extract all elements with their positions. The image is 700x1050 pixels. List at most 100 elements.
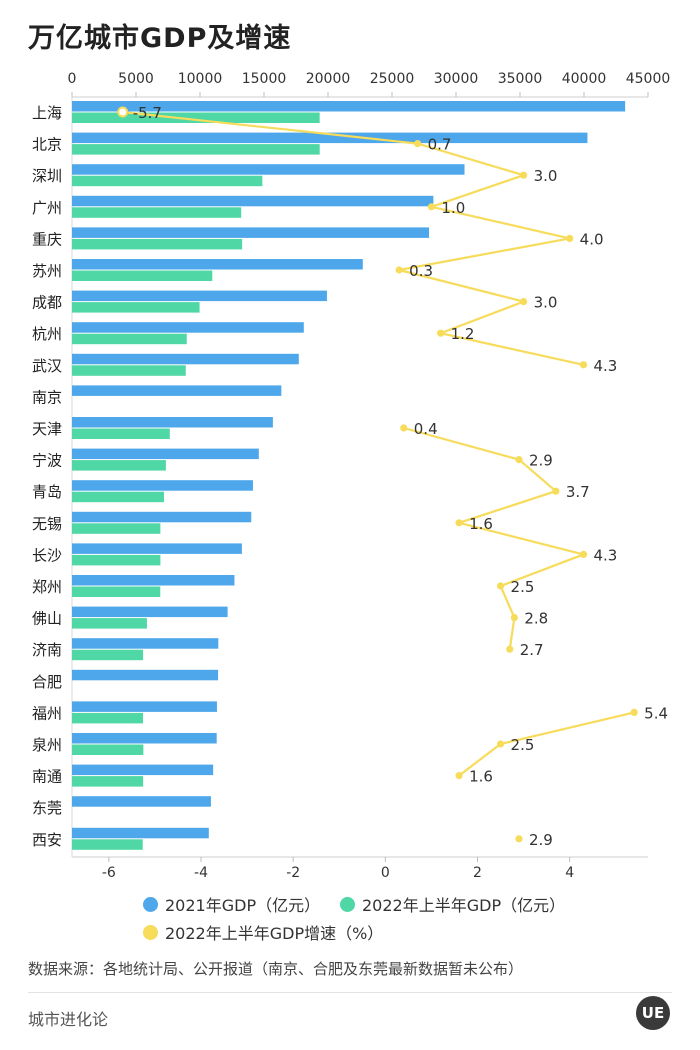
top-axis-tick-label: 35000: [498, 71, 543, 87]
growth-point: [496, 740, 505, 748]
chart-plot: 0 5000 10000 15000 20000 25000 30000 35000 40000…: [32, 71, 670, 881]
bar-2022h1-gdp: [72, 523, 161, 534]
growth-data-label: 1.6: [469, 768, 493, 786]
bar-2021-gdp: [72, 195, 434, 207]
legend-item-growth[interactable]: 2022年上半年GDP增速（%）: [143, 920, 383, 944]
growth-point: [117, 106, 129, 118]
category-label: 济南: [32, 641, 62, 659]
legend-item-2022h1-gdp[interactable]: 2022年上半年GDP（亿元）: [340, 892, 565, 916]
growth-point: [510, 614, 518, 622]
bar-2022h1-gdp: [72, 175, 263, 187]
bar-2021-gdp: [72, 827, 209, 839]
growth-data-label: 5.4: [644, 704, 668, 722]
category-label: 西安: [32, 831, 62, 849]
bar-2022h1-gdp: [72, 744, 144, 755]
bar-2022h1-gdp: [72, 491, 164, 503]
growth-data-label: 1.6: [469, 515, 493, 533]
growth-data-label: 0.7: [428, 136, 452, 154]
bar-2022h1-gdp: [72, 238, 243, 250]
growth-point: [455, 519, 463, 527]
bottom-axis-tick-label: 4: [565, 865, 574, 881]
category-label: 南京: [32, 388, 62, 406]
bottom-axis-tick-label: -6: [102, 865, 116, 881]
category-label: 南通: [32, 768, 62, 786]
growth-line-segment: [458, 711, 635, 777]
growth-point: [579, 550, 588, 559]
bar-2021-gdp: [72, 353, 299, 365]
bar-2022h1-gdp: [72, 333, 187, 345]
bar-2021-gdp: [72, 511, 252, 523]
bar-2022h1-gdp: [72, 618, 147, 629]
legend-swatch-2021-gdp: [143, 896, 158, 912]
growth-point: [519, 298, 528, 306]
category-label: 青岛: [32, 483, 62, 501]
category-label: 天津: [32, 420, 62, 438]
growth-point: [515, 456, 523, 464]
bar-2021-gdp: [72, 543, 242, 554]
legend-item-2021-gdp[interactable]: 2021年GDP（亿元）: [143, 892, 320, 916]
bar-2022h1-gdp: [72, 112, 320, 123]
bottom-axis-tick-label: -4: [194, 865, 208, 881]
bar-2022h1-gdp: [72, 428, 170, 439]
category-label: 杭州: [32, 325, 62, 343]
bar-2021-gdp: [72, 259, 363, 270]
growth-point: [400, 424, 408, 432]
category-label: 深圳: [32, 167, 62, 185]
legend-swatch-growth: [143, 924, 158, 940]
category-label: 上海: [32, 104, 62, 122]
top-axis-tick-label: 0: [68, 71, 77, 87]
top-axis-tick-label: 40000: [562, 71, 607, 87]
growth-line-segment: [403, 426, 588, 650]
growth-point: [496, 582, 505, 590]
top-axis-tick-label: 10000: [178, 71, 223, 87]
category-label: 武汉: [32, 357, 62, 375]
growth-point: [552, 487, 560, 495]
growth-data-label: 0.3: [409, 262, 433, 280]
bar-2021-gdp: [72, 638, 219, 649]
growth-data-label: 1.0: [441, 199, 465, 217]
category-label: 北京: [32, 136, 62, 154]
top-axis-tick-label: 30000: [434, 71, 479, 87]
growth-point: [566, 234, 574, 242]
bar-2022h1-gdp: [72, 365, 186, 376]
bar-2021-gdp: [72, 733, 217, 744]
top-axis-tick-label: 15000: [242, 71, 287, 87]
growth-point: [437, 329, 445, 337]
growth-point: [515, 835, 523, 843]
bar-2022h1-gdp: [72, 207, 242, 218]
bar-2022h1-gdp: [72, 839, 143, 850]
legend-swatch-2022h1-gdp: [340, 896, 355, 912]
category-label: 福州: [32, 704, 62, 722]
category-label: 广州: [32, 199, 62, 217]
bar-2022h1-gdp: [72, 554, 161, 566]
category-label: 佛山: [32, 610, 62, 628]
bar-2021-gdp: [72, 701, 217, 712]
bar-2022h1-gdp: [72, 586, 161, 597]
growth-data-label: 0.4: [414, 420, 438, 438]
growth-data-label: 3.0: [534, 294, 558, 312]
growth-point: [630, 708, 638, 717]
bar-2021-gdp: [72, 227, 430, 238]
growth-data-label: 4.0: [580, 230, 604, 248]
legend-label-2021-gdp: 2021年GDP（亿元）: [165, 896, 321, 915]
bar-2021-gdp: [72, 322, 304, 333]
bar-2022h1-gdp: [72, 460, 166, 471]
data-source-note: 数据来源：各地统计局、公开报道（南京、合肥及东莞最新数据暂未公布）: [28, 960, 524, 978]
footer-divider: [28, 992, 672, 993]
growth-data-label: 2.9: [529, 452, 553, 470]
top-axis-tick-label: 5000: [118, 71, 154, 87]
category-label: 成都: [32, 294, 62, 312]
growth-data-label: 3.0: [534, 167, 558, 185]
bar-2022h1-gdp: [72, 776, 144, 787]
bar-2021-gdp: [72, 669, 219, 681]
bar-2021-gdp: [72, 480, 253, 491]
bar-2021-gdp: [72, 764, 214, 776]
bottom-axis-tick-label: 2: [473, 865, 482, 881]
bar-2022h1-gdp: [72, 270, 213, 281]
category-label: 东莞: [32, 799, 62, 817]
brand-logo: UE: [636, 996, 670, 1030]
growth-data-label: 2.7: [520, 641, 544, 659]
bottom-axis-tick-label: 0: [381, 865, 390, 881]
growth-point: [414, 140, 422, 148]
bar-2022h1-gdp: [72, 144, 320, 155]
